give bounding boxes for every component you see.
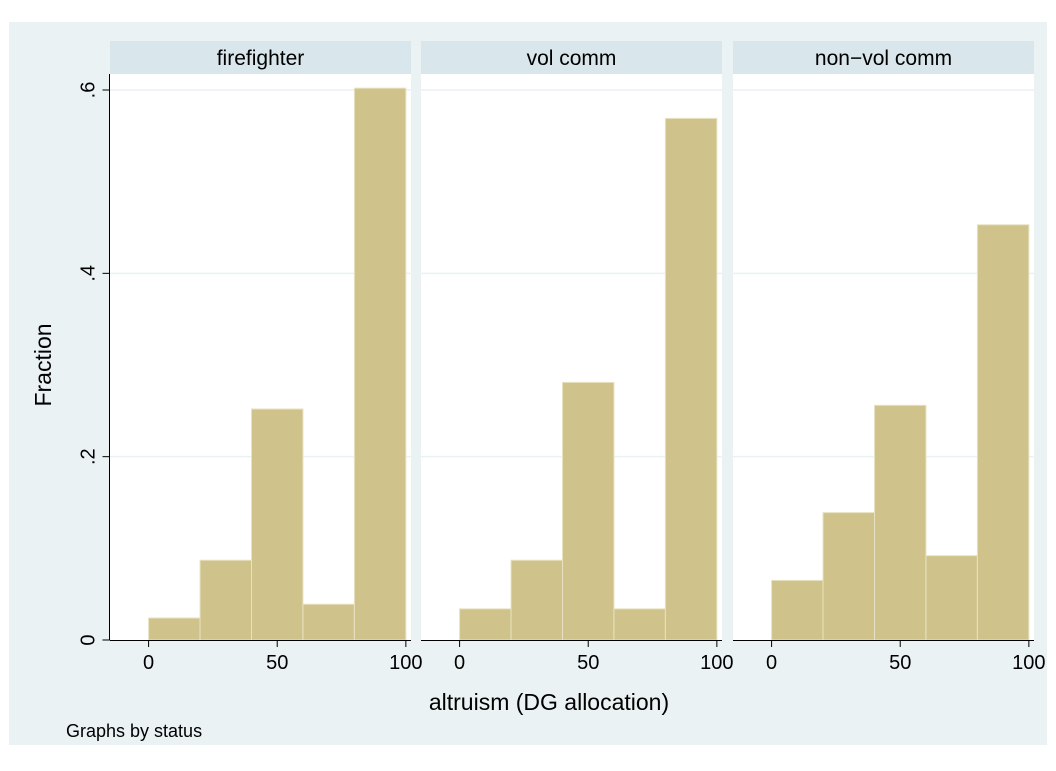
y-tick-label: 0 (78, 634, 100, 645)
histogram-bar (976, 224, 1030, 641)
x-tick-label: 50 (889, 652, 911, 674)
histogram-bar (148, 617, 201, 641)
x-tick-label: 50 (266, 652, 288, 674)
x-tick-label: 0 (143, 652, 154, 674)
histogram-bar (925, 555, 978, 641)
y-axis-title: Fraction (30, 323, 56, 406)
x-tick-label: 100 (700, 652, 733, 674)
y-tick-label: .2 (78, 448, 100, 465)
panel-title: non−vol comm (815, 47, 952, 70)
panel-strip (110, 41, 411, 74)
histogram-bar (561, 381, 615, 641)
histogram-bar (199, 559, 252, 641)
histogram-bar (250, 408, 304, 641)
histogram-bar (771, 579, 824, 641)
histogram-bar (822, 512, 875, 641)
panel-1: vol comm 0 50 100 (421, 41, 734, 674)
histogram-bar (873, 404, 927, 641)
histogram-bar (510, 559, 563, 641)
histogram-bar (353, 87, 407, 641)
histogram-bar (664, 117, 718, 641)
x-tick-label: 100 (1012, 652, 1045, 674)
panel-title: firefighter (217, 47, 305, 70)
x-tick-label: 50 (577, 652, 599, 674)
x-tick-label: 100 (389, 652, 422, 674)
panel-0: firefighter 0 50 100 0 .2 .4 .6 (78, 41, 423, 674)
y-tick-label: .4 (78, 265, 100, 282)
x-axis-title: altruism (DG allocation) (429, 689, 669, 715)
histogram-bar (302, 603, 355, 641)
panel-2: non−vol comm 0 50 100 (733, 41, 1046, 674)
x-tick-label: 0 (454, 652, 465, 674)
panel-title: vol comm (527, 47, 617, 70)
y-tick-label: .6 (78, 82, 100, 99)
histogram-bar (459, 608, 512, 641)
x-tick-label: 0 (766, 652, 777, 674)
panel-strip (421, 41, 722, 74)
panel-strip (733, 41, 1034, 74)
graphs-by-note: Graphs by status (66, 721, 202, 741)
histogram-bar (613, 608, 666, 641)
